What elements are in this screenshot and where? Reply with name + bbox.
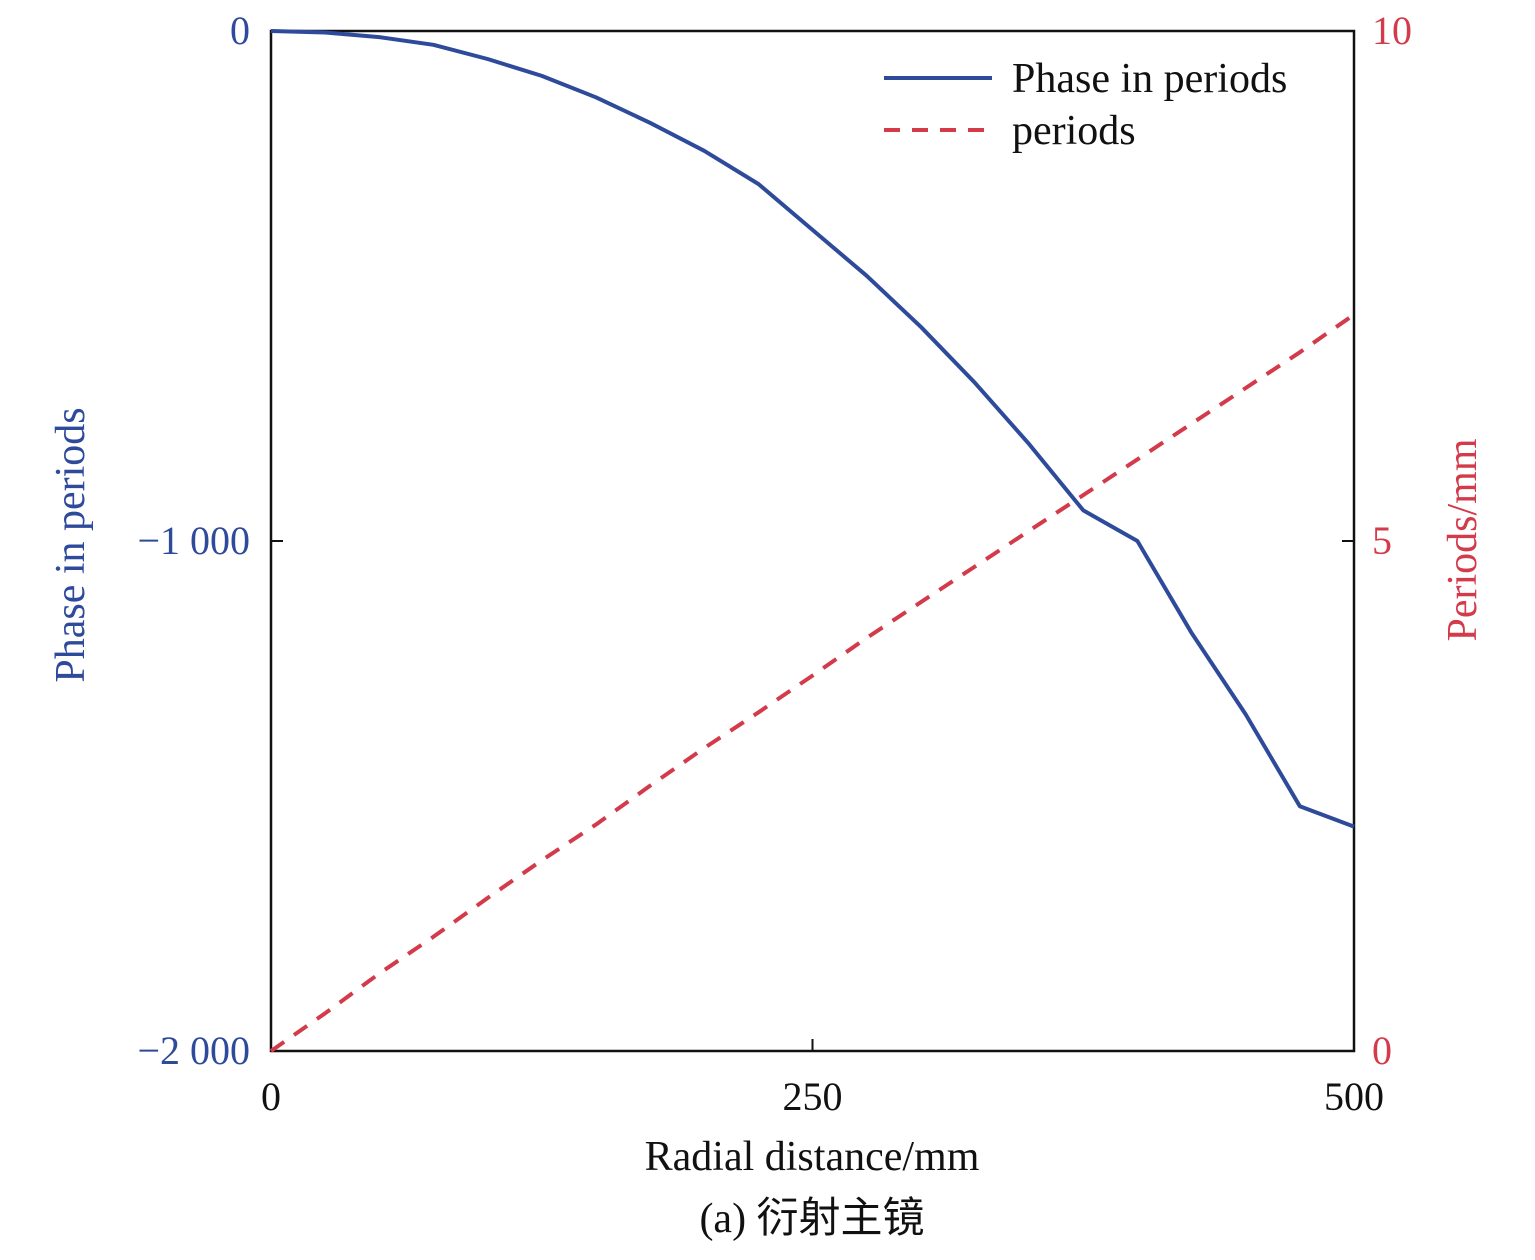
- legend-label-phase: Phase in periods: [1012, 56, 1287, 102]
- y-right-tick-label: 10: [1372, 8, 1412, 53]
- x-tick-label: 0: [261, 1074, 281, 1119]
- y-right-tick-label: 5: [1372, 518, 1392, 563]
- y-left-tick-label: −1 000: [137, 518, 250, 563]
- y-left-tick-label: 0: [230, 8, 250, 53]
- legend: Phase in periods periods: [884, 56, 1287, 154]
- y-right-tick-labels: 10 5 0: [1372, 8, 1412, 1073]
- x-tick-labels: 0 250 500: [261, 1074, 1384, 1119]
- plot-frame: [269, 29, 1356, 1053]
- legend-label-periods: periods: [1012, 108, 1136, 154]
- figure-caption: (a) 衍射主镜: [699, 1195, 924, 1242]
- y-right-axis-title: Periods/mm: [1440, 438, 1486, 641]
- y-left-tick-label: −2 000: [137, 1028, 250, 1073]
- y-left-tick-labels: 0 −1 000 −2 000: [137, 8, 250, 1073]
- x-tick-label: 500: [1324, 1074, 1384, 1119]
- plot-area: [269, 29, 1356, 1053]
- x-axis-title: Radial distance/mm: [645, 1134, 980, 1180]
- x-tick-label: 250: [783, 1074, 843, 1119]
- y-left-axis-title: Phase in periods: [48, 407, 94, 682]
- series-periods-line: [269, 312, 1356, 1053]
- series-phase-line: [270, 29, 1355, 829]
- y-right-tick-label: 0: [1372, 1028, 1392, 1073]
